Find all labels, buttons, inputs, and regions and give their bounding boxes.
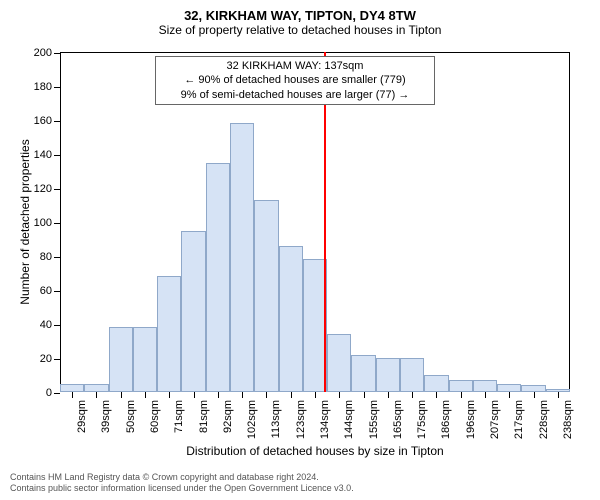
x-tick [558,392,559,398]
x-tick-label: 144sqm [343,400,355,439]
histogram-bar [60,384,84,393]
chart-title: 32, KIRKHAM WAY, TIPTON, DY4 8TW [0,0,600,23]
x-tick [509,392,510,398]
x-tick-label: 186sqm [440,400,452,439]
y-tick-label: 120 [34,183,52,195]
x-tick [291,392,292,398]
y-tick [54,257,60,258]
y-tick [54,189,60,190]
chart-subtitle: Size of property relative to detached ho… [0,23,600,37]
y-tick-label: 180 [34,81,52,93]
x-tick [534,392,535,398]
annotation-line: 32 KIRKHAM WAY: 137sqm [162,59,428,73]
x-tick [96,392,97,398]
x-tick-label: 60sqm [149,400,161,433]
x-tick-label: 113sqm [270,400,282,438]
x-tick-label: 155sqm [368,400,380,439]
histogram-bar [424,375,448,392]
x-tick-label: 207sqm [489,400,501,439]
x-tick-label: 217sqm [513,400,525,439]
y-tick-label: 100 [34,217,52,229]
x-tick-label: 71sqm [173,400,185,433]
histogram-bar [206,163,230,393]
histogram-bar [133,327,157,392]
histogram-bar [181,231,205,393]
histogram-bar [497,384,521,393]
x-tick-label: 50sqm [125,400,137,433]
x-tick [72,392,73,398]
y-tick [54,121,60,122]
histogram-bar [449,380,473,392]
y-tick [54,325,60,326]
y-tick [54,155,60,156]
x-tick-label: 165sqm [392,400,404,439]
x-tick [121,392,122,398]
footer-line: Contains public sector information licen… [10,483,354,494]
x-tick [266,392,267,398]
histogram-bar [279,246,303,392]
x-tick-label: 39sqm [100,400,112,433]
y-tick [54,87,60,88]
y-tick-label: 200 [34,47,52,59]
histogram-bar [230,123,254,392]
x-tick [364,392,365,398]
x-tick [461,392,462,398]
y-tick [54,223,60,224]
x-tick-label: 123sqm [295,400,307,439]
x-tick [436,392,437,398]
footer-attribution: Contains HM Land Registry data © Crown c… [10,472,354,494]
x-tick-label: 175sqm [416,400,428,439]
histogram-bar [254,200,278,392]
histogram-bar [351,355,375,392]
x-tick [315,392,316,398]
x-tick-label: 81sqm [198,400,210,433]
x-tick-label: 238sqm [562,400,574,439]
y-tick-label: 160 [34,115,52,127]
y-tick-label: 0 [46,387,52,399]
x-tick-label: 228sqm [538,400,550,439]
y-tick-label: 60 [40,285,52,297]
y-tick-label: 80 [40,251,52,263]
x-tick-label: 29sqm [76,400,88,433]
y-tick [54,53,60,54]
annotation-line: 9% of semi-detached houses are larger (7… [162,88,428,102]
histogram-bar [109,327,133,392]
x-tick [485,392,486,398]
x-tick [412,392,413,398]
x-axis-title: Distribution of detached houses by size … [60,444,570,458]
x-tick-label: 196sqm [465,400,477,439]
x-tick [242,392,243,398]
annotation-box: 32 KIRKHAM WAY: 137sqm ← 90% of detached… [155,56,435,105]
y-tick [54,359,60,360]
x-tick-label: 92sqm [222,400,234,433]
x-tick [218,392,219,398]
histogram-bar [84,384,108,393]
y-axis-title: Number of detached properties [18,139,32,304]
x-tick-label: 134sqm [319,400,331,439]
x-tick [194,392,195,398]
x-tick [388,392,389,398]
histogram-bar [327,334,351,392]
x-tick [339,392,340,398]
histogram-bar [521,385,545,392]
x-tick [169,392,170,398]
y-tick [54,291,60,292]
x-tick [145,392,146,398]
footer-line: Contains HM Land Registry data © Crown c… [10,472,354,483]
y-tick [54,393,60,394]
y-tick-label: 140 [34,149,52,161]
histogram-bar [473,380,497,392]
y-tick-label: 40 [40,319,52,331]
histogram-bar [400,358,424,392]
x-tick-label: 102sqm [246,400,258,439]
y-tick-label: 20 [40,353,52,365]
y-axis [60,53,61,392]
histogram-bar [376,358,400,392]
histogram-bar [157,276,181,392]
annotation-line: ← 90% of detached houses are smaller (77… [162,73,428,87]
